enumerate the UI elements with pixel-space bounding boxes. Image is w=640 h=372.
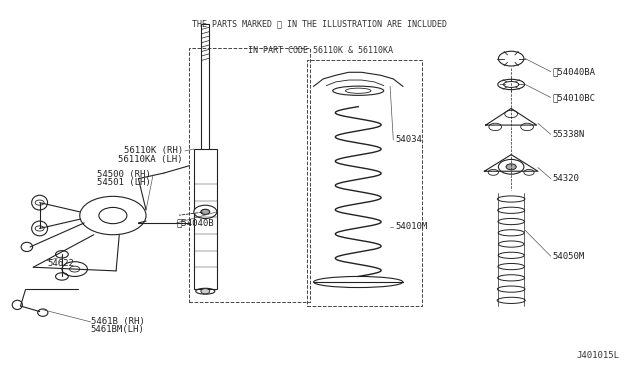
Text: 54010M: 54010M (395, 222, 428, 231)
Text: 5461B (RH): 5461B (RH) (91, 317, 145, 326)
FancyBboxPatch shape (194, 149, 217, 289)
Text: 54501 (LH): 54501 (LH) (97, 178, 151, 187)
Text: THE PARTS MARKED ※ IN THE ILLUSTRATION ARE INCLUDED: THE PARTS MARKED ※ IN THE ILLUSTRATION A… (193, 20, 447, 29)
Text: 54622: 54622 (47, 259, 74, 268)
Text: 56110KA (LH): 56110KA (LH) (118, 154, 183, 164)
Circle shape (201, 289, 210, 294)
Text: J401015L: J401015L (577, 350, 620, 359)
Text: 54034: 54034 (395, 135, 422, 144)
Text: ※54040BA: ※54040BA (552, 67, 596, 76)
Circle shape (499, 160, 524, 174)
Text: 5461BM(LH): 5461BM(LH) (91, 325, 145, 334)
Text: 55338N: 55338N (552, 130, 585, 139)
Circle shape (194, 205, 217, 218)
Text: ※54040B: ※54040B (177, 218, 214, 227)
Circle shape (201, 209, 210, 214)
Text: 56110K (RH): 56110K (RH) (124, 147, 183, 155)
Text: 54320: 54320 (552, 174, 579, 183)
Text: IN PART CODE 56110K & 56110KA: IN PART CODE 56110K & 56110KA (248, 46, 392, 55)
Text: 54500 (RH): 54500 (RH) (97, 170, 151, 179)
Circle shape (506, 164, 516, 170)
Text: 54050M: 54050M (552, 251, 585, 261)
Text: ※54010BC: ※54010BC (552, 93, 596, 102)
Circle shape (499, 51, 524, 66)
